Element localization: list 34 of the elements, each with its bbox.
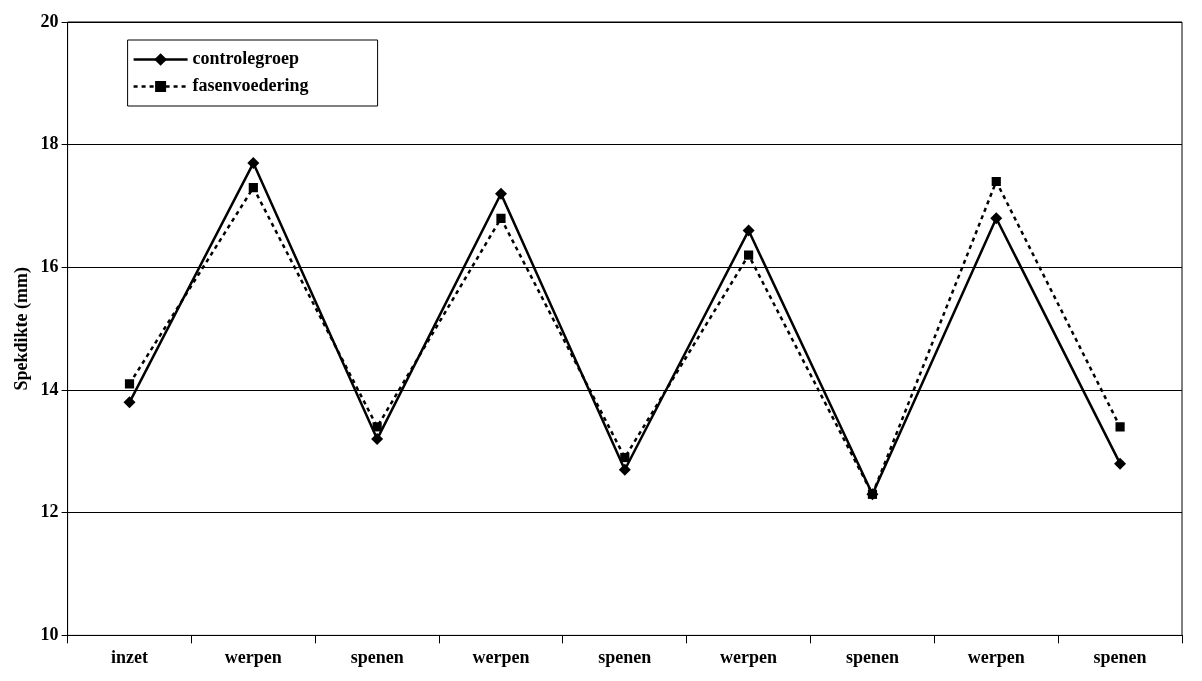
point [124,379,135,389]
point [494,187,507,200]
y-tick-label: 18 [40,133,59,154]
point [248,183,258,193]
legend-label: fasenvoedering [192,75,309,96]
y-tick-label: 10 [40,624,59,645]
y-axis-title: Spekdikte (mm) [11,266,33,391]
point [618,463,631,476]
x-tick-label: werpen [967,646,1025,667]
y-tick-label: 16 [40,256,59,277]
x-tick-label: spenen [845,646,899,667]
x-tick-label: spenen [1093,646,1147,667]
y-tick-label: 12 [40,501,59,522]
point [991,176,1001,187]
point [744,250,754,260]
point [742,224,755,237]
x-tick-label: spenen [598,646,652,667]
y-tick-label: 20 [40,10,59,31]
point [123,396,136,409]
x-tick-label: inzet [111,646,149,667]
legend-label: controlegroep [192,48,299,69]
x-tick-label: spenen [350,646,404,667]
x-tick-label: werpen [472,646,530,667]
point [1115,422,1125,432]
point [372,422,382,432]
point [620,452,630,463]
x-tick-label: werpen [720,646,778,667]
point [371,433,384,446]
point [496,213,506,223]
x-tick-label: werpen [224,646,282,667]
point [990,212,1003,225]
point [247,157,260,170]
point [1114,457,1127,470]
y-tick-label: 14 [40,378,59,399]
